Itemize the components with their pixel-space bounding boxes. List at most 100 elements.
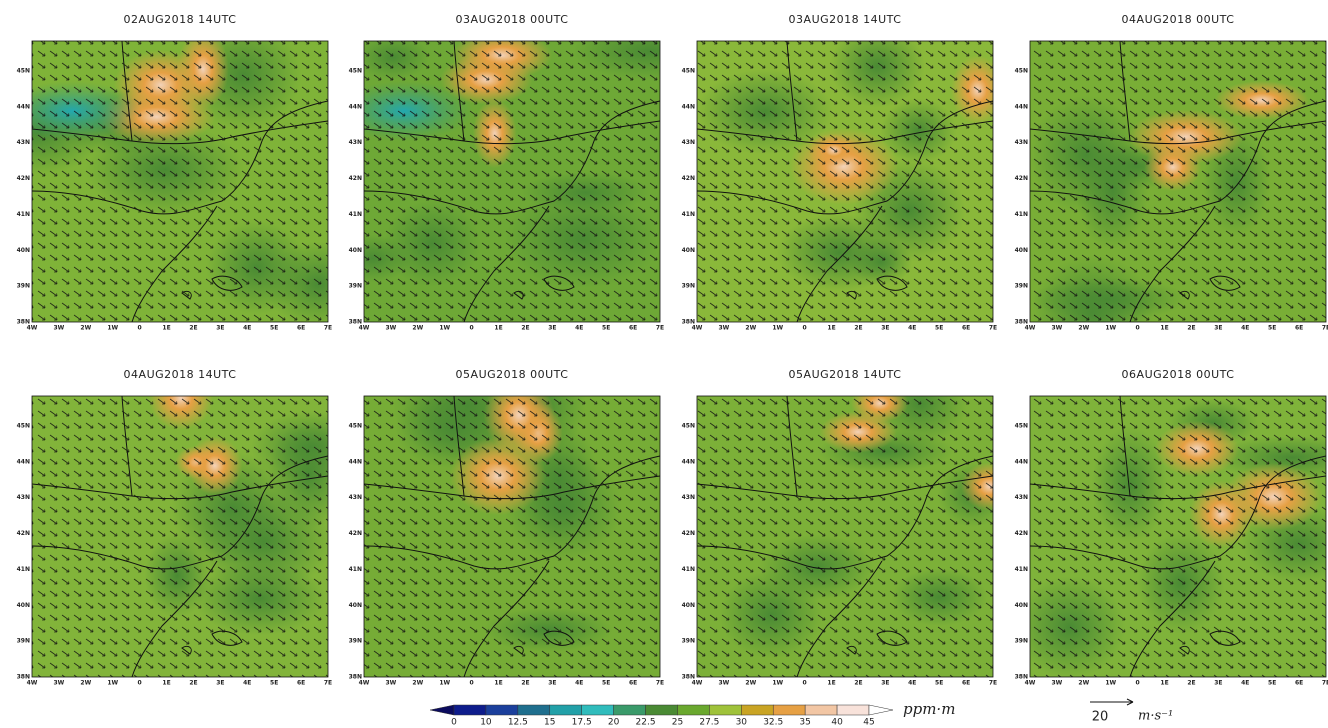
map-panel: 03AUG2018 14UTC 4W 3W 2W 1W 0 1E 2E 3E 4E 5E 6E 7E 38… — [682, 13, 998, 332]
lat-label: 43N — [1015, 494, 1028, 501]
lat-label: 42N — [17, 530, 30, 537]
colorbar-swatch — [517, 704, 551, 716]
lon-label: 7E — [656, 680, 664, 687]
legend: 0 10 12.5 15 17.5 20 22.5 25 27.5 30 32.5 35 40 45 ppm… — [429, 698, 1173, 728]
lat-label: 40N — [349, 247, 362, 254]
lat-label: 44N — [1015, 458, 1028, 465]
lon-label: 5E — [270, 680, 278, 687]
lat-label: 39N — [17, 283, 30, 290]
lat-label: 44N — [682, 458, 695, 465]
map-panel: 02AUG2018 14UTC 4W 3W 2W 1W 0 1E 2E 3E 4E 5E 6E 7E 38… — [17, 13, 333, 332]
lon-label: 2W — [1078, 680, 1089, 687]
lat-label: 38N — [682, 674, 695, 681]
lat-label: 41N — [1015, 566, 1028, 573]
lat-label: 45N — [682, 68, 695, 75]
lon-label: 3W — [54, 325, 65, 332]
panel-title: 03AUG2018 00UTC — [456, 13, 569, 26]
lon-label: 5E — [602, 325, 610, 332]
lon-label: 1E — [827, 680, 835, 687]
lat-label: 44N — [1015, 103, 1028, 110]
lon-label: 4E — [575, 325, 583, 332]
panel-frame — [1029, 395, 1327, 678]
map-panel: 06AUG2018 00UTC 4W 3W 2W 1W 0 1E 2E 3E 4E 5E 6E 7E 38… — [1015, 368, 1328, 687]
lon-label: 1W — [439, 325, 450, 332]
panel-title: 04AUG2018 00UTC — [1122, 13, 1235, 26]
field — [1030, 41, 1326, 322]
lon-label: 3W — [54, 680, 65, 687]
lat-label: 43N — [349, 139, 362, 146]
colorbar-swatch — [868, 704, 894, 716]
colorbar-unit: ppm·m — [903, 700, 955, 718]
lon-label: 2E — [854, 680, 862, 687]
map-panel: 04AUG2018 14UTC 4W 3W 2W 1W 0 1E 2E 3E 4E 5E 6E 7E 38… — [17, 368, 333, 687]
lon-label: 5E — [1268, 680, 1276, 687]
lon-label: 2E — [189, 325, 197, 332]
panel-frame — [696, 395, 994, 678]
field — [364, 396, 660, 677]
lat-label: 43N — [1015, 139, 1028, 146]
lon-label: 4E — [908, 325, 916, 332]
lon-label: 0 — [1136, 680, 1140, 687]
lon-label: 3E — [881, 325, 889, 332]
panel-frame — [1029, 40, 1327, 323]
wind-vectors — [364, 396, 660, 677]
lon-label: 4E — [1241, 325, 1249, 332]
colorbar-label: 20 — [608, 718, 620, 728]
lat-label: 45N — [682, 423, 695, 430]
lat-label: 45N — [1015, 423, 1028, 430]
lon-label: 4W — [27, 325, 38, 332]
lat-label: 42N — [349, 175, 362, 182]
lon-label: 4E — [575, 680, 583, 687]
colorbar-label: 45 — [863, 718, 874, 728]
lat-label: 38N — [17, 674, 30, 681]
lon-label: 2E — [1187, 680, 1195, 687]
panel-title: 05AUG2018 14UTC — [789, 368, 902, 381]
colorbar-label: 27.5 — [699, 718, 719, 728]
lat-label: 44N — [682, 103, 695, 110]
colorbar-swatch — [772, 704, 806, 716]
lat-label: 39N — [682, 638, 695, 645]
lon-label: 3W — [719, 325, 730, 332]
lat-label: 42N — [1015, 530, 1028, 537]
lon-label: 5E — [935, 680, 943, 687]
field — [1030, 396, 1326, 677]
lat-label: 44N — [349, 458, 362, 465]
lat-label: 45N — [349, 423, 362, 430]
lon-label: 6E — [297, 680, 305, 687]
lat-label: 44N — [349, 103, 362, 110]
lat-label: 41N — [682, 566, 695, 573]
map-panel: 04AUG2018 00UTC 4W 3W 2W 1W 0 1E 2E 3E 4E 5E 6E 7E 38… — [1015, 13, 1328, 332]
panel-frame — [696, 40, 994, 323]
wind-vectors — [1030, 396, 1326, 677]
lon-label: 6E — [962, 325, 970, 332]
lat-label: 45N — [17, 68, 30, 75]
lon-label: 5E — [270, 325, 278, 332]
wind-vectors — [697, 41, 993, 322]
panel-frame — [363, 40, 661, 323]
lon-label: 3E — [1214, 325, 1222, 332]
lon-label: 2E — [854, 325, 862, 332]
field — [364, 41, 660, 322]
lon-label: 1W — [772, 680, 783, 687]
lat-label: 42N — [349, 530, 362, 537]
lat-label: 42N — [682, 175, 695, 182]
lon-label: 2W — [745, 325, 756, 332]
lat-label: 41N — [17, 211, 30, 218]
lon-label: 6E — [1295, 680, 1303, 687]
lon-label: 2E — [521, 325, 529, 332]
colorbar-swatch — [613, 704, 646, 716]
lon-label: 4W — [692, 325, 703, 332]
lat-label: 44N — [17, 103, 30, 110]
panel-frame — [31, 40, 329, 323]
lon-label: 1W — [1105, 325, 1116, 332]
lon-label: 1E — [494, 325, 502, 332]
colorbar-swatch — [485, 704, 519, 716]
lat-label: 45N — [349, 68, 362, 75]
lon-label: 3E — [548, 680, 556, 687]
lon-label: 7E — [324, 325, 332, 332]
lon-label: 5E — [935, 325, 943, 332]
lon-label: 4W — [359, 680, 370, 687]
lon-label: 0 — [1136, 325, 1140, 332]
lon-label: 5E — [1268, 325, 1276, 332]
lat-label: 40N — [1015, 247, 1028, 254]
